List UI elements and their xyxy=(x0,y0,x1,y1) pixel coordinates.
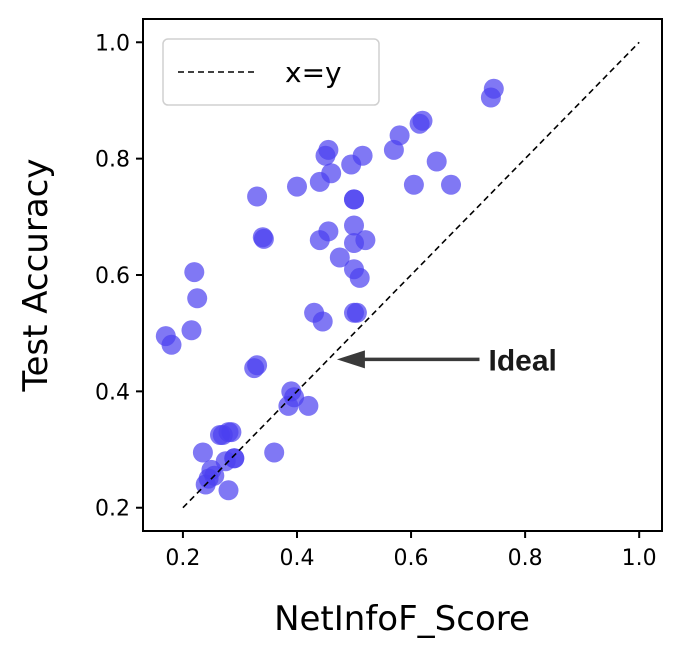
data-point-14 xyxy=(221,422,242,443)
data-point-53 xyxy=(412,110,433,131)
data-point-54 xyxy=(426,151,447,172)
y-tick-label: 0.2 xyxy=(95,497,130,522)
data-point-27 xyxy=(287,176,307,197)
y-tick-label: 0.4 xyxy=(95,380,130,405)
data-point-46 xyxy=(349,267,370,288)
data-point-5 xyxy=(192,442,213,463)
x-tick-label: 0.4 xyxy=(279,546,314,571)
y-tick-label: 1.0 xyxy=(95,31,130,56)
legend-label: x=y xyxy=(285,56,342,89)
y-tick-label: 0.8 xyxy=(95,148,130,173)
data-point-32 xyxy=(312,311,333,332)
x-axis-label: NetInfoF_Score xyxy=(274,599,530,639)
data-point-55 xyxy=(441,174,461,195)
data-point-23 xyxy=(264,442,285,463)
x-tick-label: 0.8 xyxy=(508,546,543,571)
legend-box xyxy=(162,38,380,106)
data-point-15 xyxy=(218,480,239,501)
ticks-layer: 0.2 0.4 0.6 0.8 1.0 0.2 0.4 0.6 0.8 1.0 xyxy=(95,31,657,571)
data-point-22 xyxy=(253,228,274,249)
data-point-3 xyxy=(184,262,205,283)
data-point-41 xyxy=(344,215,364,236)
x-tick-label: 0.2 xyxy=(165,546,200,571)
annotation-label-ideal: Ideal xyxy=(488,344,556,377)
data-point-45 xyxy=(346,302,367,323)
data-point-28 xyxy=(298,395,319,416)
y-axis-label: Test Accuracy xyxy=(16,159,56,393)
data-point-19 xyxy=(247,355,268,376)
data-point-48 xyxy=(355,230,376,251)
data-point-17 xyxy=(224,448,245,469)
x-tick-label: 0.6 xyxy=(394,546,429,571)
data-point-57 xyxy=(483,78,504,99)
data-point-34 xyxy=(318,221,339,242)
x-tick-label: 1.0 xyxy=(622,546,657,571)
data-point-40 xyxy=(344,189,364,210)
data-point-20 xyxy=(247,186,268,207)
data-point-36 xyxy=(321,163,342,184)
data-point-35 xyxy=(318,139,339,160)
legend: x=y xyxy=(162,38,380,106)
annotation-arrowhead xyxy=(336,350,365,369)
data-point-50 xyxy=(389,125,410,146)
data-point-4 xyxy=(187,288,208,309)
data-point-47 xyxy=(352,145,373,166)
data-point-1 xyxy=(161,334,182,355)
y-tick-label: 0.6 xyxy=(95,264,130,289)
reference-line-x-equals-y xyxy=(182,41,640,509)
points-layer xyxy=(155,78,504,501)
data-point-37 xyxy=(329,247,350,268)
data-point-26 xyxy=(284,387,305,408)
data-point-51 xyxy=(403,174,424,195)
data-point-2 xyxy=(181,320,202,341)
